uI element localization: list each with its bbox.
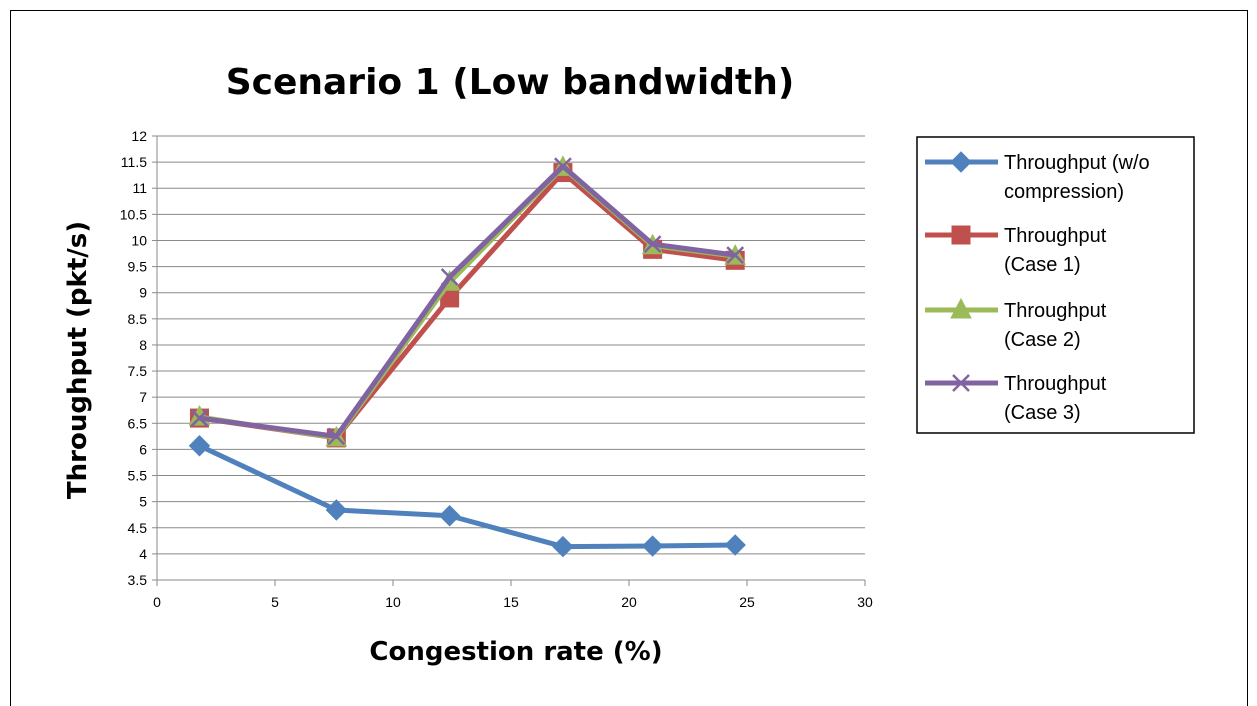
y-tick-label: 4	[139, 546, 147, 562]
series-2	[189, 163, 745, 448]
series-lines	[188, 155, 747, 558]
legend-marker	[952, 374, 970, 392]
y-tick-label: 6	[139, 441, 147, 457]
y-tick-label: 9	[139, 285, 147, 301]
y-tick-label: 5	[139, 494, 147, 510]
y-tick-label: 8	[139, 337, 147, 353]
legend-item-4: Throughput (Case 3)	[925, 373, 1107, 424]
x-tick-label: 20	[621, 594, 637, 610]
y-tick-label: 9.5	[128, 259, 148, 275]
gridlines	[157, 135, 865, 581]
data-point	[188, 435, 211, 457]
marker-stroke	[327, 427, 346, 446]
legend-label: (Case 1)	[1004, 254, 1081, 276]
legend-label: Throughput (w/o	[1004, 152, 1150, 174]
y-tick-label: 10	[131, 232, 147, 248]
data-point	[724, 534, 746, 556]
legend-marker	[950, 151, 972, 173]
series-line	[198, 443, 736, 550]
data-point	[552, 535, 574, 558]
data-point	[438, 505, 461, 527]
y-tick-labels: 3.5 4 4.5 5 5.5 6 6.5 7 7.5 8 8.5 9 9.5 10 10.5 11 11.5 1…	[120, 128, 147, 588]
marker-stroke	[643, 235, 662, 254]
series-line	[199, 163, 736, 439]
marker-stroke	[726, 246, 745, 264]
x-tick-label: 5	[271, 594, 279, 610]
y-tick-label: 10.5	[120, 206, 147, 222]
x-tick-label: 10	[385, 594, 401, 610]
legend: Throughput (w/o compression) Throughput (Ca…	[916, 136, 1195, 434]
x-axis-title: Congestion rate (%)	[369, 637, 662, 667]
marker-stroke	[952, 374, 970, 392]
legend-label: compression)	[1004, 181, 1124, 203]
axes	[152, 135, 866, 586]
legend-label: Throughput	[1004, 225, 1107, 247]
y-tick-label: 7	[139, 389, 147, 405]
marker-stroke	[440, 268, 459, 286]
y-tick-label: 7.5	[128, 363, 148, 379]
y-tick-label: 11	[132, 180, 147, 196]
y-tick-label: 8.5	[128, 311, 148, 327]
y-tick-label: 11.5	[121, 154, 147, 170]
y-tick-label: 5.5	[128, 468, 148, 484]
x-tick-labels: 0 5 10 15 20 25 30	[153, 594, 873, 610]
legend-marker	[950, 297, 972, 319]
legend-marker	[951, 225, 971, 245]
x-tick-label: 0	[153, 594, 161, 610]
data-point	[327, 427, 346, 446]
legend-item-2: Throughput (Case 1)	[925, 225, 1107, 276]
series-4	[190, 157, 745, 446]
x-tick-label: 30	[857, 594, 873, 610]
legend-box	[916, 136, 1195, 434]
series-1	[188, 435, 746, 558]
data-point	[726, 246, 745, 264]
data-point	[643, 235, 662, 254]
series-line	[199, 170, 736, 441]
legend-label: (Case 2)	[1004, 329, 1081, 351]
legend-label: (Case 3)	[1004, 402, 1081, 424]
legend-label: Throughput	[1004, 373, 1107, 395]
y-tick-label: 6.5	[128, 415, 148, 431]
data-point	[325, 499, 348, 521]
series-3	[188, 155, 747, 447]
marker-stroke	[554, 157, 572, 176]
legend-label: Throughput	[1004, 300, 1107, 322]
data-point	[190, 409, 209, 427]
y-tick-label: 12	[131, 128, 147, 144]
x-tick-label: 25	[739, 594, 755, 610]
chart-title: Scenario 1 (Low bandwidth)	[226, 62, 795, 103]
y-tick-label: 3.5	[128, 572, 148, 588]
data-point	[554, 157, 572, 176]
data-point	[440, 268, 459, 286]
data-point	[641, 535, 664, 557]
x-tick-label: 15	[503, 594, 519, 610]
y-axis-title: Throughput (pkt/s)	[63, 221, 93, 499]
y-tick-label: 4.5	[128, 520, 148, 536]
chart-frame	[10, 10, 1248, 706]
legend-item-1: Throughput (w/o compression)	[925, 151, 1150, 203]
marker-stroke	[190, 409, 209, 427]
legend-item-3: Throughput (Case 2)	[925, 297, 1107, 351]
